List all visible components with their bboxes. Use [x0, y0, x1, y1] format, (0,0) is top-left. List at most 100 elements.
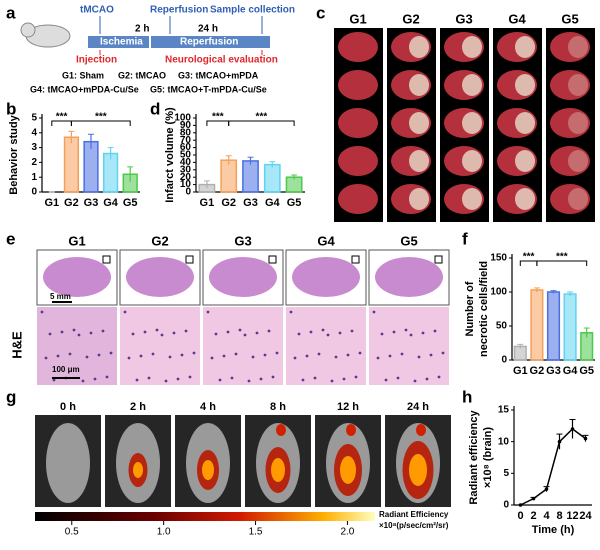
nucleus — [350, 329, 354, 333]
infarct — [462, 150, 482, 172]
nucleus — [180, 353, 184, 357]
scale-label: 5 mm — [50, 292, 71, 301]
brain-slice — [550, 146, 590, 176]
colorbar-label: Radiant Efficiency — [379, 510, 449, 519]
bar — [242, 160, 259, 193]
column-label: G2 — [151, 233, 168, 248]
infarct — [515, 188, 535, 210]
y-tick-label: 0 — [31, 187, 37, 198]
y-tick-label: 50 — [496, 321, 508, 332]
nucleus — [172, 331, 176, 335]
nucleus — [396, 376, 400, 380]
brain-slice — [338, 108, 378, 138]
event-label: Sample collection — [210, 5, 295, 16]
nucleus — [168, 355, 172, 359]
nucleus — [317, 352, 321, 356]
y-axis-label: Behavior study — [8, 114, 20, 194]
nucleus — [109, 351, 113, 355]
nucleus — [263, 353, 267, 357]
brain-slice — [338, 146, 378, 176]
nucleus — [358, 351, 362, 355]
infarct — [568, 150, 588, 172]
nucleus — [437, 375, 441, 379]
group-label: G5: tMCAO+T-mPDA-Cu/Se — [150, 84, 267, 94]
event-label: tMCAO — [80, 5, 114, 16]
y-tick-label: 1 — [31, 172, 37, 183]
significance-label: *** — [56, 112, 68, 123]
nucleus — [131, 332, 135, 336]
nucleus — [93, 377, 97, 381]
nucleus — [151, 352, 155, 356]
nucleus — [289, 310, 293, 314]
infarct — [462, 74, 482, 96]
nucleus — [255, 331, 259, 335]
nucleus — [52, 378, 56, 382]
y-tick-label: 150 — [490, 253, 507, 264]
signal-core — [133, 462, 143, 478]
nucleus — [155, 328, 159, 332]
nucleus — [123, 310, 127, 314]
nucleus — [259, 377, 263, 381]
infarct — [515, 74, 535, 96]
x-tick-label: 12 — [566, 510, 578, 522]
event-label: Injection — [76, 55, 117, 66]
nucleus — [380, 332, 384, 336]
row-label: H&E — [9, 331, 24, 359]
y-tick-label: 10 — [498, 436, 510, 447]
x-tick-label: G5 — [287, 197, 302, 209]
nucleus — [404, 328, 408, 332]
nucleus — [56, 354, 60, 358]
infarct — [568, 112, 588, 134]
nucleus — [192, 351, 196, 355]
significance-label: *** — [95, 112, 107, 123]
nucleus — [139, 354, 143, 358]
nucleus — [230, 376, 234, 380]
brain-slice — [338, 32, 378, 62]
nucleus — [392, 330, 396, 334]
panel-label: f — [462, 229, 468, 248]
nucleus — [97, 353, 101, 357]
nucleus — [60, 330, 64, 334]
column-label: G3 — [234, 233, 251, 248]
panel-label: h — [462, 387, 472, 406]
nucleus — [334, 355, 338, 359]
x-tick-label: G4 — [265, 197, 281, 209]
y-tick-label: 40 — [180, 157, 192, 168]
nucleus — [105, 375, 109, 379]
y-axis-label: necrotic cells/field — [478, 261, 490, 357]
y-tick-label: 4 — [31, 127, 37, 138]
nucleus — [275, 351, 279, 355]
infarct — [409, 36, 429, 58]
group-label: G1: Sham — [62, 70, 104, 80]
y-axis-label: ×10⁸ (brain) — [482, 427, 494, 488]
colorbar-tick-label: 1.5 — [249, 527, 263, 538]
event-label: Reperfusion — [150, 5, 208, 16]
infarct — [409, 112, 429, 134]
micrograph — [37, 307, 117, 385]
point — [557, 439, 562, 444]
nucleus — [429, 353, 433, 357]
nucleus — [326, 333, 330, 337]
nucleus — [271, 375, 275, 379]
y-tick-label: 3 — [31, 142, 37, 153]
nucleus — [409, 333, 413, 337]
y-tick-label: 0 — [503, 500, 509, 511]
nucleus — [293, 356, 297, 360]
y-axis-label: Infarct volume (%) — [164, 107, 176, 203]
nucleus — [85, 355, 89, 359]
nucleus — [425, 377, 429, 381]
y-tick-label: 5 — [31, 113, 37, 124]
column-label: G4 — [317, 233, 335, 248]
nucleus — [147, 376, 151, 380]
inset-box — [185, 255, 194, 264]
nucleus — [81, 379, 85, 383]
nucleus — [421, 331, 425, 335]
y-tick-label: 20 — [180, 172, 192, 183]
nucleus — [400, 352, 404, 356]
nucleus — [330, 379, 334, 383]
x-tick-label: G2 — [530, 365, 545, 377]
significance-bracket — [228, 120, 295, 126]
infarct — [568, 74, 588, 96]
y-tick-label: 50 — [180, 150, 192, 161]
point — [570, 427, 575, 431]
